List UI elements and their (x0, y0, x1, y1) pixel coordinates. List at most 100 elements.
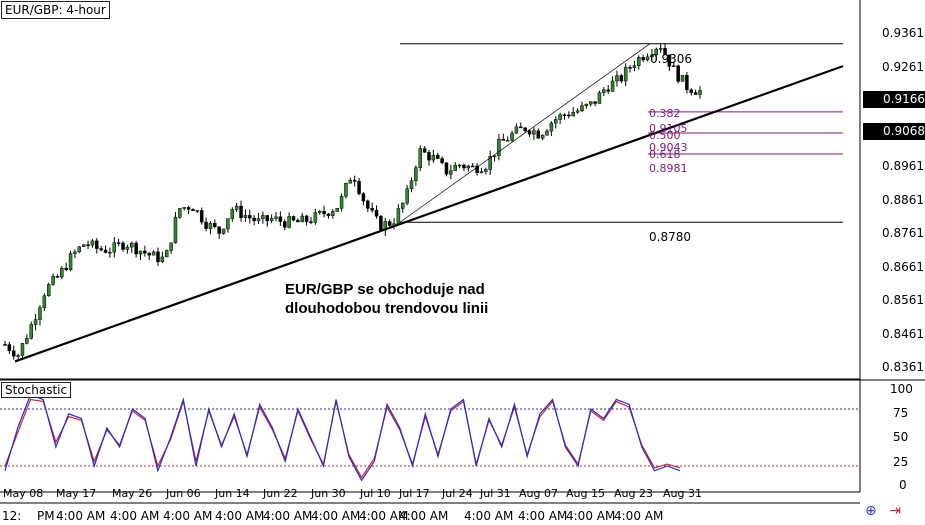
candle-body (243, 215, 248, 218)
candle-body (143, 250, 147, 254)
stoch-tick: 0 (899, 478, 907, 492)
stoch-tick: 50 (893, 430, 909, 444)
date-tick: Jul 31 (480, 487, 511, 500)
candle-body (396, 208, 401, 225)
fib-label: 0.382 (649, 107, 681, 120)
date-tick: May 26 (112, 487, 153, 500)
candle-body (335, 208, 339, 212)
price-tick: 0.9261 (882, 60, 924, 74)
stoch-tick: 25 (893, 455, 909, 469)
arrow-right-icon[interactable]: ⇥ (889, 503, 901, 519)
date-tick: Jul 17 (399, 487, 430, 500)
candle-body (38, 307, 42, 320)
swing-high-label: 0.9306 (650, 52, 692, 66)
candle-body (580, 105, 584, 112)
candle-body (387, 221, 392, 226)
link-icon[interactable]: ⊕ (865, 503, 877, 519)
candle-body (571, 112, 575, 117)
candle-body (125, 246, 130, 250)
candle-body (86, 244, 90, 246)
candle-body (226, 218, 230, 230)
candle-body (650, 54, 654, 57)
candle-body (42, 295, 47, 308)
time-tick: 4:00 AM (163, 509, 213, 523)
candle-body (99, 248, 103, 251)
candle-body (164, 250, 169, 258)
price-tick: 0.8961 (882, 159, 924, 173)
candle-body (488, 156, 492, 170)
annotation-line-2: dlouhodobou trendovou linii (285, 300, 489, 317)
price-tick: 0.8361 (882, 360, 924, 374)
candle-body (282, 221, 287, 228)
chart-lines (14, 43, 844, 363)
candle-body (641, 57, 645, 61)
candle-body (274, 216, 278, 219)
candle-body (173, 216, 178, 244)
price-tick: 0.8561 (882, 293, 924, 307)
candle-body (575, 110, 580, 113)
candle-body (309, 221, 313, 223)
candle-body (462, 164, 466, 169)
candle-body (73, 251, 77, 254)
time-tick: 4:00 AM (359, 509, 409, 523)
annotation-line-1: EUR/GBP se obchoduje nad (285, 281, 485, 298)
candle-body (344, 182, 348, 197)
candle-body (440, 158, 444, 163)
candle-body (593, 101, 597, 104)
candle-body (637, 57, 641, 66)
candle-body (55, 276, 60, 278)
candle-body (457, 164, 462, 167)
candle-body (418, 148, 423, 168)
candle-body (615, 75, 619, 82)
candle-body (466, 165, 471, 169)
candle-body (658, 47, 663, 50)
candle-body (519, 126, 523, 129)
candle-body (352, 179, 357, 182)
candle-body (510, 132, 514, 141)
candle-body (322, 210, 326, 215)
candle-body (11, 350, 16, 357)
stochastic-title: Stochastic (1, 382, 72, 398)
candle-body (95, 240, 99, 249)
trendline-price-tag: 0.9068 (863, 123, 925, 140)
candle-body (663, 47, 667, 56)
candle-body (672, 65, 676, 68)
date-tick: Jul 24 (442, 487, 473, 500)
candle-body (693, 92, 698, 95)
date-tick: Jun 22 (263, 487, 298, 500)
current-price-tag: 0.9166 (863, 91, 925, 108)
fib-label: 0.9105 (649, 122, 688, 135)
fib-label: 0.500 (649, 129, 681, 142)
candle-body (64, 267, 68, 271)
stoch-tick: 75 (893, 406, 909, 420)
candle-body (366, 200, 370, 209)
candle-body (606, 89, 610, 92)
candle-body (221, 228, 226, 234)
candle-body (545, 130, 549, 136)
candle-body (532, 130, 536, 135)
time-tick: 12: (2, 509, 22, 523)
time-tick: 4:00 AM (464, 509, 514, 523)
candle-body (204, 221, 208, 229)
candle-body (3, 344, 7, 346)
candle-body (654, 48, 659, 56)
candle-body (147, 252, 151, 256)
candle-body (401, 202, 405, 209)
candle-body (103, 249, 108, 253)
candle-body (479, 171, 484, 174)
candle-body (230, 209, 235, 219)
candle-body (501, 138, 506, 141)
candle-body (523, 127, 527, 132)
candle-body (313, 212, 318, 223)
date-tick: Jun 14 (215, 487, 250, 500)
candle-body (584, 103, 589, 106)
candle-body (685, 75, 689, 91)
candle-body (414, 167, 418, 181)
time-tick: 4:00 AM (263, 509, 313, 523)
candle-body (339, 195, 344, 209)
candle-body (348, 179, 353, 184)
candle-body (265, 215, 270, 222)
candle-body (239, 205, 243, 218)
candle-body (645, 56, 650, 61)
candle-body (182, 207, 186, 209)
